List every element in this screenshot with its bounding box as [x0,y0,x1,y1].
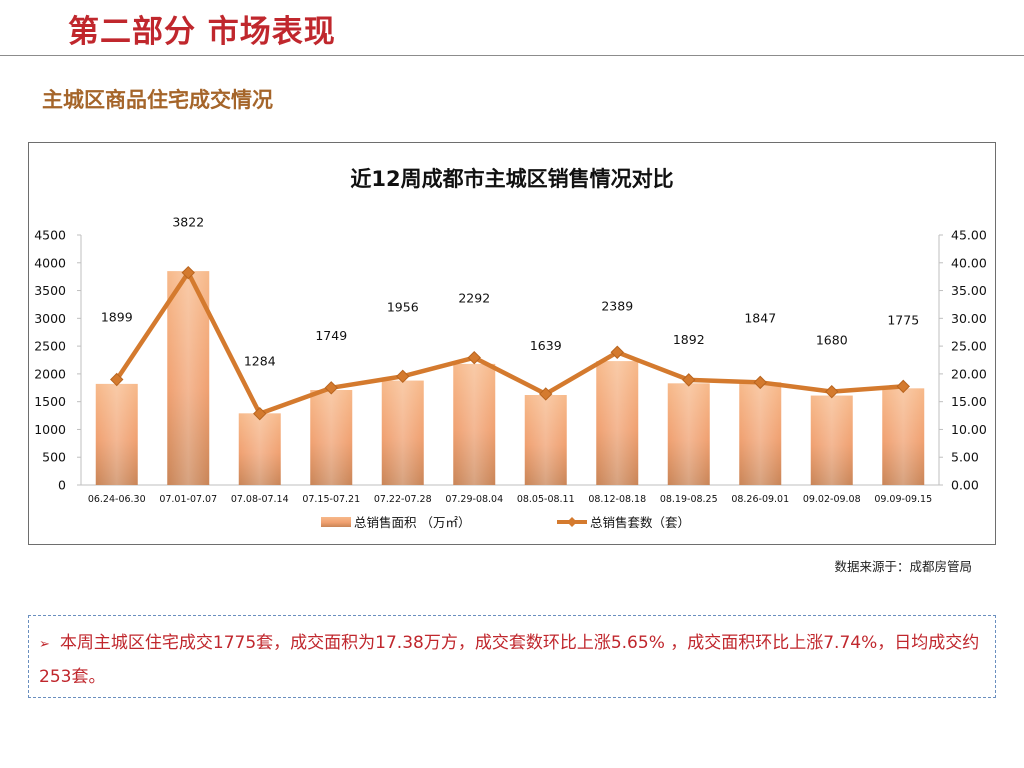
chart-title: 近12周成都市主城区销售情况对比 [350,167,673,191]
legend-bar-swatch [321,517,351,527]
legend-line-marker [567,517,577,527]
line-point [825,384,839,399]
bar-highlight [167,271,210,485]
x-tick-label: 08.05-08.11 [517,494,575,505]
y-left-tick-label: 3500 [34,283,66,298]
chart-container: 近12周成都市主城区销售情况对比 0 500 1000 1500 2000 2500 3000… [28,142,996,545]
y-left-tick-label: 4500 [34,228,66,243]
section-title: 主城区商品住宅成交情况 [42,88,273,112]
line-series [114,270,904,416]
line-point [324,381,338,395]
legend-bar-label: 总销售面积 （万㎡） [354,515,470,530]
y-right-tick-label: 15.00 [951,394,987,409]
line-point [396,369,410,384]
sales-chart: 近12周成都市主城区销售情况对比 0 500 1000 1500 2000 2500 3000… [34,167,987,530]
bar-highlight [596,361,639,485]
line-point [253,406,267,421]
line-point [896,379,910,394]
summary-text: 本周主城区住宅成交1775套，成交面积为17.38万方，成交套数环比上涨5.65… [39,633,980,687]
x-tick-label: 07.22-07.28 [374,494,432,505]
line-point [682,373,696,387]
y-right-tick-label: 25.00 [951,339,987,354]
data-label: 1956 [387,299,419,314]
bar-highlight [882,388,925,485]
data-label: 3822 [172,215,204,230]
x-tick-label: 07.01-07.07 [159,494,217,505]
y-right-tick-label: 30.00 [951,311,987,326]
y-left-tick-label: 2000 [34,366,66,381]
line-point [753,375,767,390]
y-left-tick-label: 1000 [34,422,66,437]
y-left-tick-label: 0 [58,478,66,493]
line-point [110,372,124,387]
x-tick-label: 06.24-06.30 [88,494,146,505]
data-label: 1899 [101,310,133,325]
bar-highlight [310,390,353,485]
data-label: 1847 [744,310,776,325]
y-right-tick-label: 45.00 [951,228,987,243]
y-left-tick-label: 4000 [34,255,66,270]
x-tick-label: 07.15-07.21 [302,494,360,505]
x-tick-label: 07.29-08.04 [445,494,503,505]
y-left-tick-label: 2500 [34,339,66,354]
y-right-tick-label: 20.00 [951,366,987,381]
bar-highlight [95,383,138,485]
x-tick-label: 08.19-08.25 [660,494,718,505]
x-tick-label: 09.09-09.15 [874,494,932,505]
data-label: 1680 [816,333,848,348]
data-label: 2292 [458,291,490,306]
line-point [610,345,624,359]
y-right-tick-label: 5.00 [951,450,979,465]
data-label: 1775 [887,312,919,327]
y-left-tick-label: 500 [42,450,66,465]
summary-box: ➢ 本周主城区住宅成交1775套，成交面积为17.38万方，成交套数环比上涨5.6… [28,615,996,698]
data-label: 1284 [244,354,276,369]
data-label: 1749 [315,328,347,343]
bar-highlight [739,382,782,485]
y-left-tick-label: 3000 [34,311,66,326]
bar-highlight [667,383,710,485]
line-point [539,387,553,401]
y-right-tick-label: 0.00 [951,478,979,493]
y-right-tick-label: 10.00 [951,422,987,437]
line-point [181,265,195,280]
page-title: 第二部分 市场表现 [68,14,336,50]
y-right-tick-label: 35.00 [951,283,987,298]
source-note: 数据来源于：成都房管局 [834,559,972,574]
bullet-arrow-icon: ➢ [39,637,50,652]
bar-highlight [381,380,424,485]
y-left-tick-label: 1500 [34,394,66,409]
legend-line-label: 总销售套数（套） [590,515,690,530]
bar-highlight [810,395,853,485]
data-label: 2389 [601,298,633,313]
x-tick-label: 08.12-08.18 [588,494,646,505]
bar-highlight [453,363,496,485]
y-right-tick-label: 40.00 [951,255,987,270]
line-point [467,350,481,365]
x-tick-label: 08.26-09.01 [731,494,789,505]
bar-highlight [238,413,281,485]
data-label: 1892 [673,332,705,347]
x-tick-label: 09.02-09.08 [803,494,861,505]
x-tick-label: 07.08-07.14 [231,494,289,505]
bar-highlight [524,395,567,485]
data-label: 1639 [530,338,562,353]
title-divider [0,55,1024,56]
